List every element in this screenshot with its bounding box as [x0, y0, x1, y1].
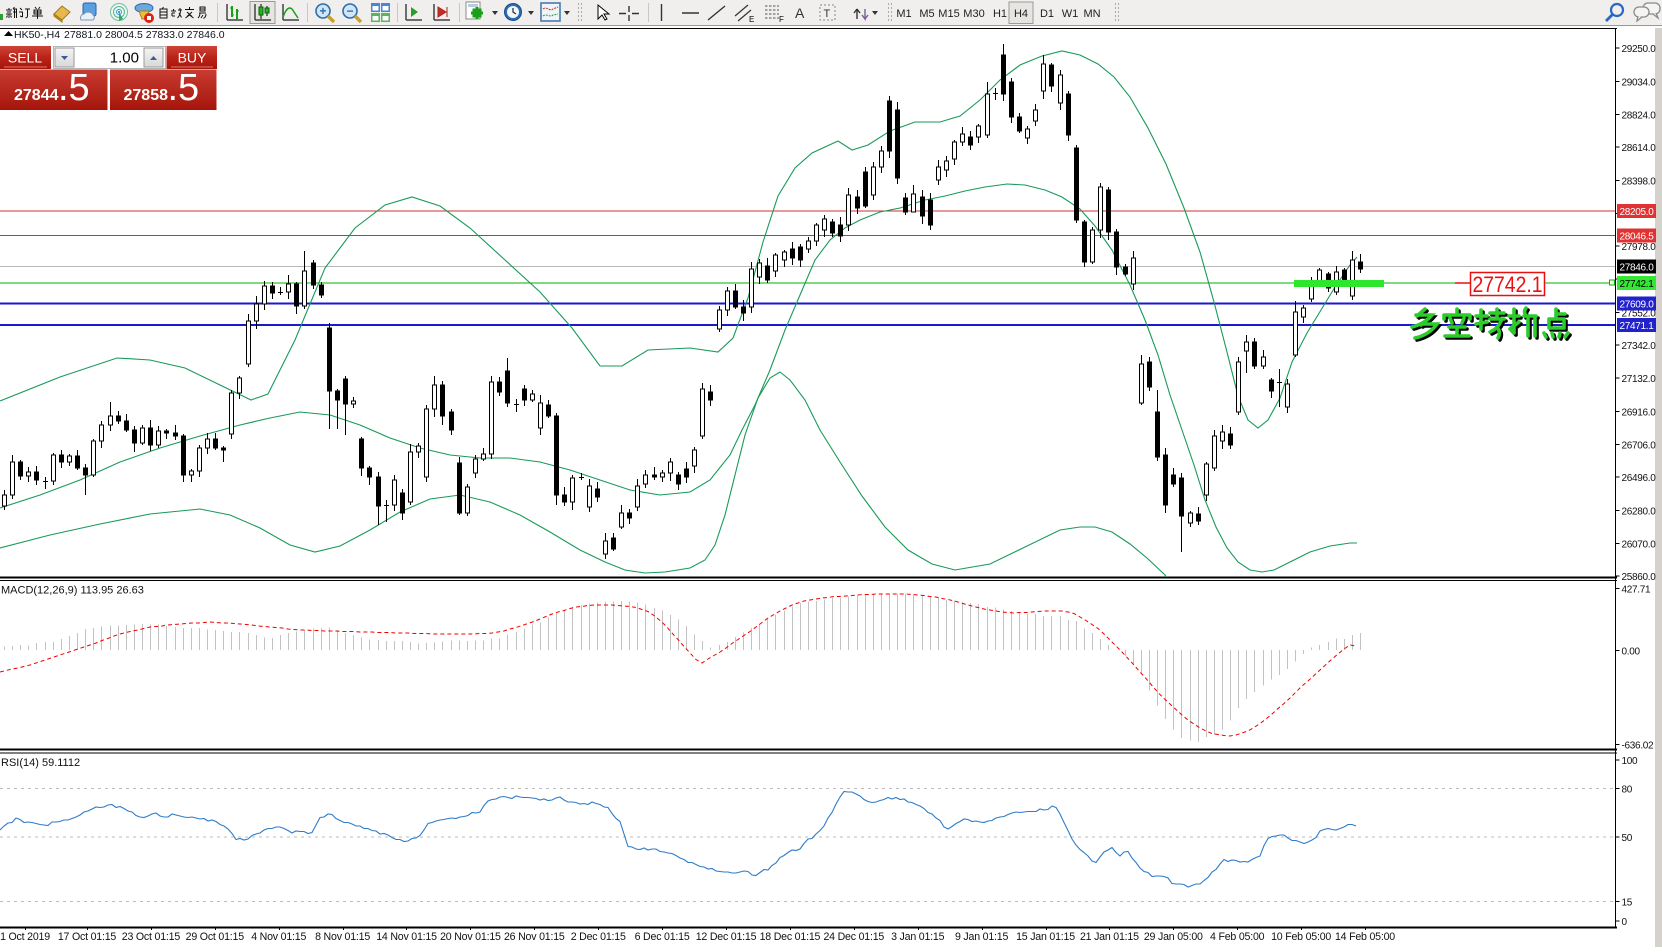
svg-text:28614.0: 28614.0	[1622, 143, 1657, 154]
svg-text:HK50-,H4: HK50-,H4	[14, 29, 60, 41]
svg-text:12 Dec 01:15: 12 Dec 01:15	[696, 931, 757, 943]
svg-text:27858: 27858	[124, 87, 169, 104]
svg-text:10 Feb 05:00: 10 Feb 05:00	[1271, 931, 1331, 943]
svg-text:1.00: 1.00	[110, 50, 139, 67]
svg-text:28205.0: 28205.0	[1620, 207, 1655, 218]
svg-text:2 Dec 01:15: 2 Dec 01:15	[571, 931, 626, 943]
svg-text:M1: M1	[896, 8, 911, 20]
svg-text:26280.0: 26280.0	[1622, 507, 1657, 518]
svg-text:26070.0: 26070.0	[1622, 539, 1657, 550]
svg-text:15: 15	[1622, 897, 1633, 908]
svg-text:27132.0: 27132.0	[1622, 374, 1657, 385]
svg-text:18 Dec 01:15: 18 Dec 01:15	[760, 931, 821, 943]
svg-text:29034.0: 29034.0	[1622, 78, 1657, 89]
svg-text:A: A	[795, 5, 805, 21]
svg-text:28046.5: 28046.5	[1620, 232, 1655, 243]
svg-text:27471.1: 27471.1	[1620, 321, 1655, 332]
svg-text:427.71: 427.71	[1622, 585, 1652, 596]
svg-text:T: T	[824, 8, 831, 20]
svg-text:29 Oct 01:15: 29 Oct 01:15	[186, 931, 245, 943]
svg-text:E: E	[749, 15, 754, 24]
svg-text:-636.02: -636.02	[1622, 740, 1655, 751]
svg-text:3 Jan 01:15: 3 Jan 01:15	[891, 931, 944, 943]
svg-text:F: F	[779, 15, 784, 24]
svg-text:0: 0	[1622, 917, 1628, 928]
svg-text:8 Nov 01:15: 8 Nov 01:15	[315, 931, 370, 943]
svg-text:21 Jan 01:15: 21 Jan 01:15	[1080, 931, 1139, 943]
svg-text:26706.0: 26706.0	[1622, 440, 1657, 451]
svg-text:23 Oct 01:15: 23 Oct 01:15	[122, 931, 181, 943]
svg-text:27881.0 28004.5 27833.0 27846.: 27881.0 28004.5 27833.0 27846.0	[64, 29, 225, 41]
svg-text:25860.0: 25860.0	[1622, 572, 1657, 583]
svg-text:27978.0: 27978.0	[1622, 242, 1657, 253]
svg-text:14 Feb 05:00: 14 Feb 05:00	[1335, 931, 1395, 943]
svg-text:29 Jan 05:00: 29 Jan 05:00	[1144, 931, 1203, 943]
svg-text:1 Oct 2019: 1 Oct 2019	[0, 931, 50, 943]
svg-text:W1: W1	[1062, 8, 1079, 20]
svg-text:27742.1: 27742.1	[1620, 279, 1655, 290]
svg-text:14 Nov 01:15: 14 Nov 01:15	[376, 931, 437, 943]
svg-text:27609.0: 27609.0	[1620, 300, 1655, 311]
svg-text:0.00: 0.00	[1622, 647, 1641, 658]
svg-text:MACD(12,26,9) 113.95 26.63: MACD(12,26,9) 113.95 26.63	[1, 585, 144, 597]
svg-text:4 Nov 01:15: 4 Nov 01:15	[251, 931, 306, 943]
svg-text:15 Jan 01:15: 15 Jan 01:15	[1016, 931, 1075, 943]
svg-text:D1: D1	[1040, 8, 1054, 20]
svg-text:SELL: SELL	[8, 50, 42, 66]
svg-text:24 Dec 01:15: 24 Dec 01:15	[823, 931, 884, 943]
svg-text:+: +	[319, 4, 326, 18]
svg-text:M15: M15	[938, 8, 959, 20]
svg-text:100: 100	[1622, 756, 1639, 767]
svg-text:6 Dec 01:15: 6 Dec 01:15	[635, 931, 690, 943]
svg-text:80: 80	[1622, 785, 1633, 796]
svg-text:28824.0: 28824.0	[1622, 110, 1657, 121]
svg-text:50: 50	[1622, 833, 1633, 844]
svg-text:27846.0: 27846.0	[1620, 263, 1655, 274]
svg-text:28398.0: 28398.0	[1622, 177, 1657, 188]
svg-text:−: −	[346, 4, 353, 18]
svg-text:9 Jan 01:15: 9 Jan 01:15	[955, 931, 1008, 943]
svg-text:26 Nov 01:15: 26 Nov 01:15	[504, 931, 565, 943]
svg-text:27552.0: 27552.0	[1622, 309, 1657, 320]
svg-text:MN: MN	[1083, 8, 1100, 20]
svg-text:.5: .5	[58, 67, 90, 109]
svg-text:H4: H4	[1014, 8, 1028, 20]
svg-text:.5: .5	[168, 67, 200, 109]
svg-text:26916.0: 26916.0	[1622, 408, 1657, 419]
svg-text:4 Feb 05:00: 4 Feb 05:00	[1210, 931, 1265, 943]
svg-text:29250.0: 29250.0	[1622, 44, 1657, 55]
svg-text:H1: H1	[993, 8, 1007, 20]
svg-text:20 Nov 01:15: 20 Nov 01:15	[440, 931, 501, 943]
svg-text:M30: M30	[963, 8, 984, 20]
svg-text:M5: M5	[919, 8, 934, 20]
svg-text:27342.0: 27342.0	[1622, 341, 1657, 352]
svg-text:RSI(14) 59.1112: RSI(14) 59.1112	[1, 757, 80, 769]
svg-text:17 Oct 01:15: 17 Oct 01:15	[58, 931, 117, 943]
svg-text:BUY: BUY	[178, 50, 207, 66]
svg-text:27844: 27844	[14, 87, 59, 104]
svg-text:26496.0: 26496.0	[1622, 473, 1657, 484]
svg-text:27742.1: 27742.1	[1473, 272, 1543, 297]
